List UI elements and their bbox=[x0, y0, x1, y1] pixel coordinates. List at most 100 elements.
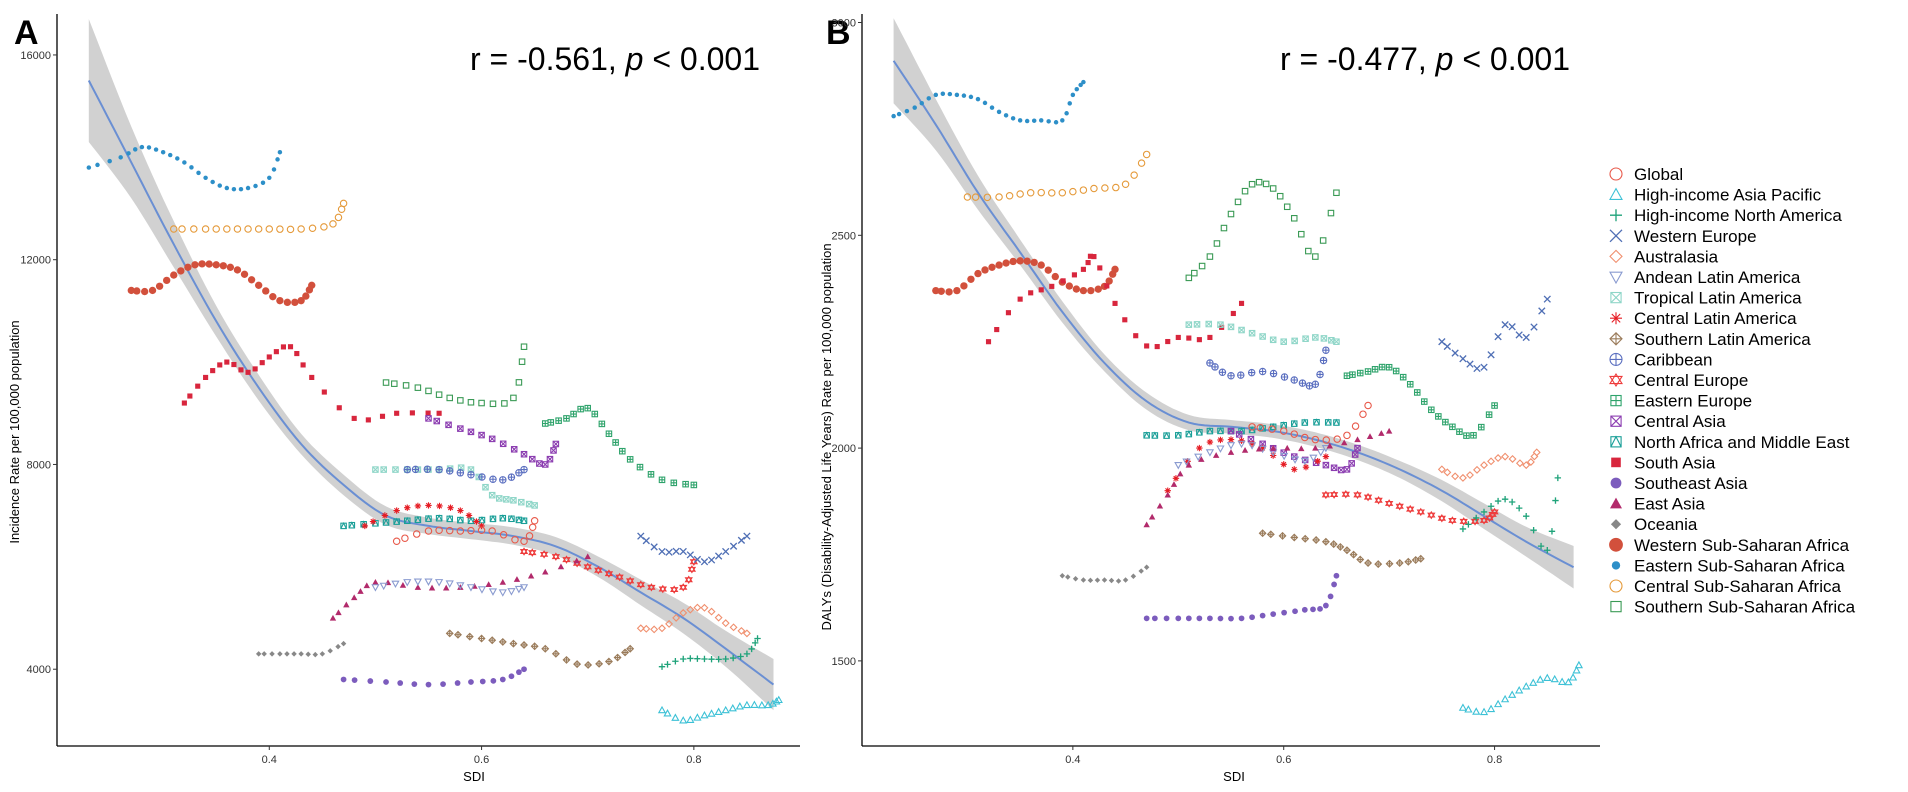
legend-label: High-income North America bbox=[1634, 206, 1842, 225]
panel-a-point bbox=[520, 640, 529, 649]
panel-a-point bbox=[457, 516, 464, 524]
panel-a-point bbox=[365, 417, 371, 423]
panel-b-point bbox=[1080, 577, 1087, 583]
panel-b-point bbox=[1281, 609, 1287, 616]
legend-key bbox=[1610, 519, 1622, 530]
panel-b-point bbox=[1291, 337, 1298, 345]
panel-b-point bbox=[1051, 272, 1059, 281]
panel-a-point bbox=[722, 547, 730, 556]
panel-a-point bbox=[401, 534, 409, 542]
panel-b-point bbox=[1319, 237, 1327, 244]
panel-a-point bbox=[212, 261, 220, 269]
panel-b-y-tick-label: 2000 bbox=[832, 443, 856, 455]
panel-b-point bbox=[1194, 453, 1203, 462]
panel-b-point bbox=[1500, 694, 1510, 703]
panel-b-point bbox=[1291, 466, 1298, 473]
panel-b-point bbox=[1241, 187, 1249, 195]
panel-a: A r = -0.561, p < 0.001 4000 8000 12000 160… bbox=[7, 14, 800, 784]
panel-b-point bbox=[1371, 366, 1379, 373]
panel-a-point bbox=[436, 502, 443, 510]
panel-b-point bbox=[1392, 367, 1400, 375]
panel-b-point bbox=[1255, 445, 1263, 452]
panel-a-point bbox=[391, 380, 398, 387]
panel-a-point bbox=[626, 456, 634, 463]
panel-a-point bbox=[160, 149, 166, 155]
panel-a-point bbox=[573, 660, 582, 669]
panel-b-point bbox=[1087, 577, 1094, 584]
panel-b-point bbox=[1311, 380, 1320, 389]
panel-a-point bbox=[265, 225, 274, 233]
panel-b-point bbox=[1568, 673, 1578, 681]
panel-a-point bbox=[411, 465, 420, 474]
panel-b-point bbox=[1154, 344, 1160, 350]
panel-a-point bbox=[271, 167, 277, 172]
panel-b-point bbox=[1283, 203, 1291, 211]
panel-b-point bbox=[1248, 440, 1256, 447]
panel-b-point bbox=[1385, 363, 1393, 371]
panel-a-point bbox=[367, 678, 374, 684]
panel-a-point bbox=[254, 225, 263, 233]
panel-a-point bbox=[663, 709, 672, 717]
panel-a-point bbox=[277, 149, 283, 155]
panel-b-point bbox=[1248, 180, 1256, 188]
panel-a-series-tropical-latin-america bbox=[372, 464, 538, 509]
panel-b-point bbox=[1065, 574, 1071, 580]
panel-a-point bbox=[477, 634, 486, 643]
panel-b-point bbox=[1060, 278, 1066, 284]
panel-a-point bbox=[541, 420, 549, 427]
panel-b-point bbox=[1087, 286, 1095, 295]
panel-a-point bbox=[280, 344, 286, 350]
panel-a-point bbox=[687, 655, 694, 662]
panel-a-point bbox=[393, 517, 400, 525]
panel-b-point bbox=[1487, 351, 1495, 359]
panel-a-point bbox=[339, 199, 348, 208]
panel-b-point bbox=[1172, 475, 1180, 482]
panel-b-point bbox=[1301, 433, 1309, 442]
panel-a-point bbox=[768, 699, 778, 707]
panel-a-point bbox=[403, 579, 412, 587]
panel-b-point bbox=[1196, 444, 1203, 452]
panel-b-point bbox=[1319, 356, 1328, 365]
panel-b-point bbox=[1226, 442, 1236, 450]
panel-a-point bbox=[528, 523, 537, 531]
legend-item-tropical-latin-america: Tropical Latin America bbox=[1610, 289, 1802, 308]
panel-a-point bbox=[672, 547, 680, 555]
panel-b-point bbox=[1227, 449, 1235, 455]
legend-key bbox=[1609, 352, 1623, 366]
panel-a-point bbox=[167, 152, 173, 158]
panel-b-point bbox=[1184, 458, 1191, 465]
panel-a-point bbox=[300, 362, 306, 368]
legend-label: Andean Latin America bbox=[1634, 268, 1801, 287]
legend-label: Global bbox=[1634, 165, 1683, 184]
panel-a-point bbox=[562, 655, 571, 664]
panel-b-point bbox=[1321, 537, 1330, 546]
panel-b-point bbox=[1266, 530, 1275, 539]
panel-b-point bbox=[953, 286, 961, 295]
panel-b-point bbox=[1292, 608, 1298, 615]
panel-b-point bbox=[1458, 473, 1467, 482]
panel-a-point bbox=[679, 716, 688, 724]
panel-a-point bbox=[457, 425, 464, 432]
panel-b-point bbox=[1320, 335, 1328, 342]
panel-a-point bbox=[435, 465, 443, 474]
panel-b-point bbox=[1478, 423, 1485, 431]
panel-b-point bbox=[1217, 321, 1224, 328]
panel-b-point bbox=[1329, 490, 1339, 499]
panel-a-point bbox=[312, 651, 319, 658]
panel-b-point bbox=[1290, 456, 1300, 464]
panel-a-point bbox=[425, 514, 432, 522]
panel-b-point bbox=[996, 109, 1002, 115]
panel-a-point bbox=[525, 532, 534, 540]
panel-a-point bbox=[520, 516, 528, 525]
panel-b-point bbox=[1508, 323, 1516, 331]
panel-a-point bbox=[382, 518, 390, 526]
panel-b-series-southeast-asia bbox=[1143, 572, 1340, 622]
panel-a-point bbox=[423, 465, 432, 473]
panel-b-point bbox=[1385, 427, 1393, 434]
panel-b-point bbox=[1247, 435, 1255, 443]
panel-a-point bbox=[670, 479, 678, 487]
panel-b-point bbox=[1351, 451, 1359, 458]
panel-a-point bbox=[340, 676, 347, 683]
panel-a-point bbox=[269, 292, 277, 301]
panel-b-y-tick-label: 1500 bbox=[832, 656, 856, 668]
